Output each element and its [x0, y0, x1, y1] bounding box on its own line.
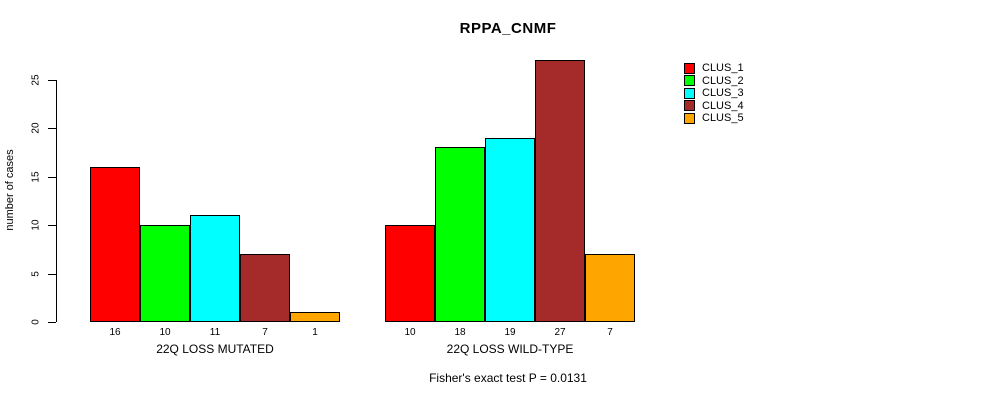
- y-axis-tick: [48, 225, 56, 226]
- bar-value-label: 10: [404, 327, 416, 338]
- bar-value-label: 19: [504, 327, 516, 338]
- y-axis-tick: [48, 273, 56, 275]
- bar-value-label: 27: [554, 327, 566, 338]
- legend-swatch-icon: [684, 87, 695, 99]
- chart-title: RPPA_CNMF: [459, 20, 557, 37]
- legend-swatch-icon: [684, 100, 695, 112]
- bar-clus_1-group2: [385, 225, 435, 322]
- legend-item-clus_1: CLUS_1: [684, 62, 744, 75]
- bar-value-label: 1: [312, 327, 318, 338]
- bar-clus_5-group1: [290, 312, 340, 322]
- bar-clus_3-group2: [485, 137, 535, 322]
- y-axis-tick: [48, 128, 56, 129]
- legend-label: CLUS_2: [702, 74, 744, 87]
- bar-value-label: 7: [262, 327, 268, 338]
- legend-label: CLUS_3: [702, 87, 744, 100]
- y-tick-label: 20: [30, 122, 42, 134]
- y-tick-label: 15: [30, 170, 42, 183]
- y-tick-label: 0: [30, 319, 42, 325]
- y-tick-label: 25: [30, 73, 42, 86]
- y-axis-tick: [48, 176, 56, 178]
- bar-clus_2-group2: [435, 147, 485, 322]
- bar-value-label: 10: [159, 327, 171, 338]
- bar-clus_3-group1: [190, 215, 240, 322]
- y-axis-line: [56, 79, 57, 322]
- legend-item-clus_4: CLUS_4: [684, 100, 744, 113]
- y-tick-label: 5: [30, 270, 42, 277]
- bar-value-label: 11: [209, 327, 221, 338]
- legend-label: CLUS_1: [702, 62, 744, 75]
- bar-clus_5-group2: [585, 254, 635, 322]
- legend: CLUS_1 CLUS_2 CLUS_3 CLUS_4 CLUS_5: [684, 62, 744, 125]
- bar-clus_1-group1: [90, 166, 140, 322]
- y-axis-title: number of cases: [4, 149, 16, 231]
- y-axis-tick: [48, 79, 56, 81]
- legend-label: CLUS_5: [702, 112, 744, 125]
- bar-clus_4-group2: [535, 60, 585, 322]
- legend-item-clus_5: CLUS_5: [684, 112, 744, 125]
- bar-value-label: 16: [109, 327, 121, 338]
- fisher-test-caption: Fisher's exact test P = 0.0131: [429, 371, 587, 385]
- legend-swatch-icon: [684, 62, 695, 74]
- bar-clus_4-group1: [240, 254, 290, 322]
- group-label-1: 22Q LOSS MUTATED: [156, 342, 274, 356]
- legend-item-clus_3: CLUS_3: [684, 87, 744, 100]
- y-axis-tick: [48, 322, 56, 323]
- legend-swatch-icon: [684, 75, 695, 87]
- bar-clus_2-group1: [140, 225, 190, 322]
- legend-item-clus_2: CLUS_2: [684, 75, 744, 88]
- group-label-2: 22Q LOSS WILD-TYPE: [446, 342, 574, 356]
- legend-swatch-icon: [684, 112, 695, 124]
- bar-value-label: 7: [607, 327, 613, 338]
- y-tick-label: 10: [30, 219, 42, 231]
- bar-value-label: 18: [454, 327, 466, 338]
- legend-label: CLUS_4: [702, 99, 744, 112]
